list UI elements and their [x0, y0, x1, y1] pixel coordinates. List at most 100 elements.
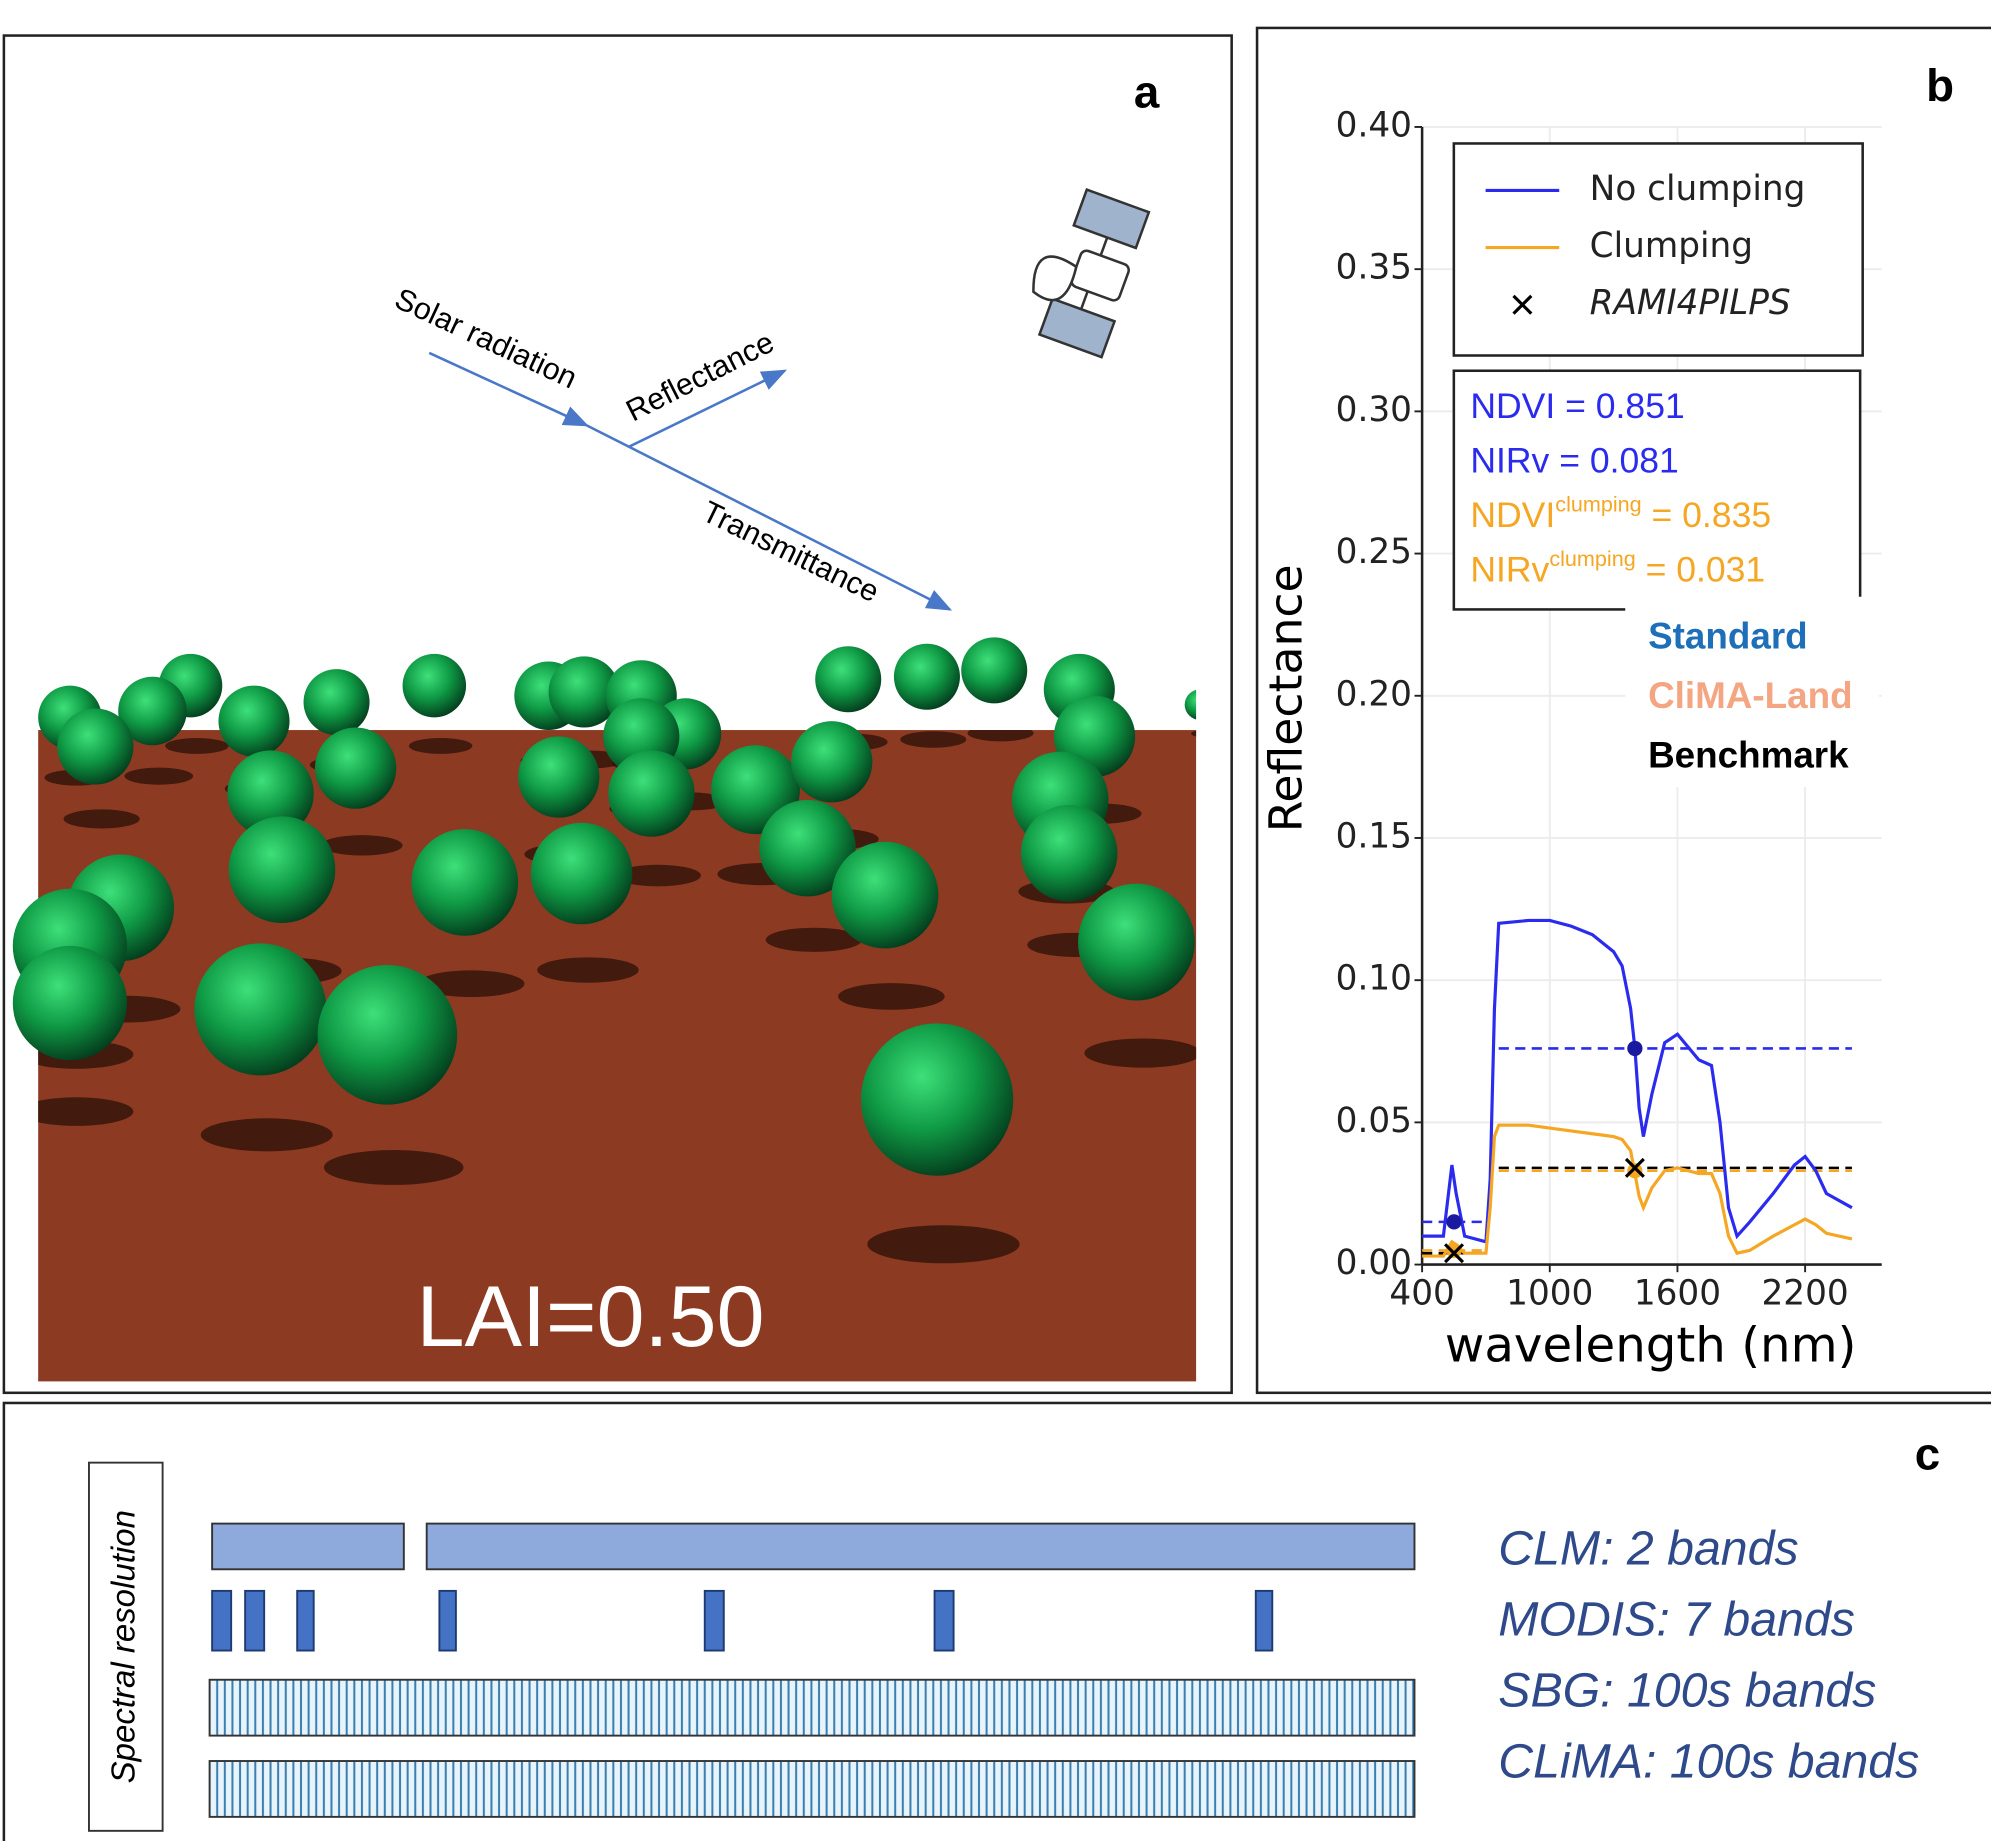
model-label: CliMA-Land [1648, 675, 1852, 716]
sphere [530, 822, 633, 925]
point-marker [1446, 1214, 1462, 1230]
point-marker [1627, 1163, 1643, 1179]
point-marker [1446, 1242, 1462, 1258]
sphere [961, 637, 1028, 704]
sphere [218, 685, 290, 757]
y-tick-label: 0.35 [1336, 248, 1412, 288]
legend-label: Clumping [1590, 226, 1753, 266]
sphere [1184, 689, 1197, 720]
sphere [831, 841, 939, 949]
shadow [967, 730, 1034, 742]
band [211, 1589, 233, 1652]
sphere [12, 945, 128, 1061]
x-tick-label: 1600 [1634, 1274, 1721, 1314]
row-label: CLiMA: 100s bands [1498, 1735, 1919, 1789]
sphere [518, 736, 600, 818]
x-marker [1624, 1157, 1645, 1178]
shadow [323, 1149, 464, 1185]
annotation-sup: clumping [1549, 546, 1635, 571]
label-mask [1625, 596, 1880, 788]
annotation-sup: clumping [1555, 491, 1641, 516]
sphere [228, 816, 336, 924]
sphere [303, 669, 370, 736]
shadow [200, 1118, 333, 1152]
annotation: NDVI = 0.851 [1470, 386, 1684, 426]
transmittance-arrow [586, 424, 953, 611]
lai-label: LAI=0.50 [416, 1269, 764, 1365]
annotation-text: NIRv = 0.081 [1470, 441, 1678, 481]
y-tick-label: 0.30 [1336, 390, 1412, 430]
annotation: NIRv = 0.081 [1470, 441, 1678, 481]
annotation: NIRvclumping = 0.031 [1470, 546, 1765, 590]
annotation-tail: = 0.835 [1642, 495, 1771, 535]
y-tick-label: 0.15 [1336, 816, 1412, 856]
sphere [548, 656, 620, 728]
sphere [1078, 883, 1195, 1001]
shadow [765, 927, 863, 952]
shadow [1084, 1038, 1197, 1068]
band [244, 1589, 266, 1652]
bands: CLM: 2 bands MODIS: 7 bands SBG: 100s band… [208, 1521, 1919, 1818]
sphere [815, 646, 882, 713]
annotation-box [1452, 369, 1862, 611]
sphere [893, 643, 960, 710]
point-marker [1627, 1040, 1643, 1057]
model-label: Standard [1648, 615, 1808, 656]
row-label: SBG: 100s bands [1498, 1663, 1876, 1717]
shadow [38, 1097, 134, 1126]
y-axis-label: Reflectance [1259, 564, 1312, 832]
x-tick-label: 400 [1389, 1274, 1454, 1314]
x-axis-label: wavelength (nm) [1445, 1317, 1857, 1373]
series-line [1422, 1123, 1853, 1258]
x-marker [1512, 294, 1533, 315]
panel-label: c [1915, 1429, 1940, 1480]
shadow [63, 809, 140, 829]
annotation-text: NDVI [1470, 495, 1555, 535]
band [703, 1589, 725, 1652]
shadow [900, 731, 967, 748]
sphere [791, 721, 873, 803]
sphere [118, 676, 187, 746]
sphere [1020, 804, 1118, 902]
reflectance-arrow [628, 369, 788, 449]
y-tick-label: 0.05 [1336, 1101, 1412, 1141]
x-tick-label: 1000 [1506, 1274, 1593, 1314]
y-tick-label: 0.10 [1336, 959, 1412, 999]
sphere [860, 1023, 1014, 1176]
band [438, 1589, 457, 1652]
sphere [411, 829, 519, 936]
band-hatched [208, 1760, 1416, 1818]
sphere [57, 708, 134, 785]
y-tick-label: 0.00 [1336, 1243, 1412, 1283]
axis-box [88, 1461, 164, 1832]
legend-label: RAMI4PILPS [1590, 283, 1791, 323]
x-tick-label: 2200 [1762, 1274, 1849, 1314]
sphere [194, 943, 327, 1076]
satellite-icon [1032, 187, 1151, 359]
shadow [417, 970, 525, 998]
y-tick-label: 0.40 [1336, 105, 1412, 145]
shadow [614, 864, 701, 887]
chart: 0.00 0.05 0.10 0.15 0.20 0.25 0.30 0.35 0.40 400 1… [1259, 60, 1954, 1373]
shadow [867, 1225, 1020, 1264]
sphere [227, 750, 314, 837]
sphere [314, 727, 397, 809]
spheres [12, 637, 1197, 1176]
shadow [838, 983, 945, 1010]
shadow [537, 957, 639, 983]
shadow [408, 737, 473, 754]
row-label: CLM: 2 bands [1498, 1521, 1798, 1575]
annotation-tail: = 0.031 [1636, 550, 1765, 590]
band [933, 1589, 955, 1652]
annotation: NDVIclumping = 0.835 [1470, 491, 1771, 535]
arrows [428, 351, 953, 611]
band [211, 1522, 405, 1571]
panel-label: b [1926, 60, 1954, 111]
band [425, 1522, 1416, 1571]
axis-label: Spectral resolution [105, 1510, 142, 1783]
legend-label: No clumping [1590, 169, 1806, 209]
sphere [402, 653, 467, 718]
x-marker [1444, 1243, 1465, 1264]
shadow [1191, 730, 1197, 737]
